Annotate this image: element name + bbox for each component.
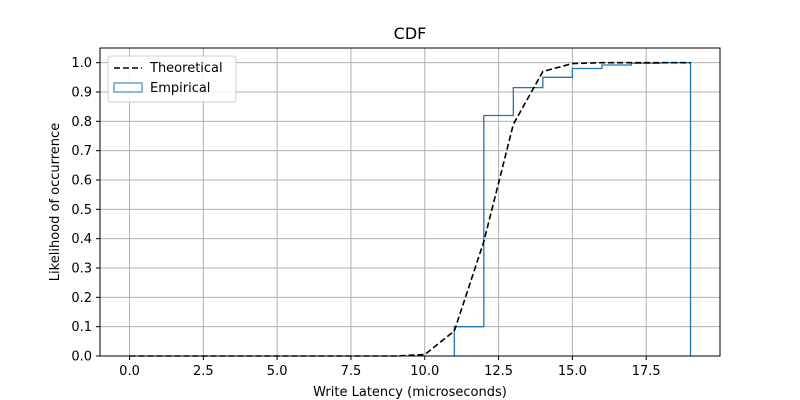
x-tick-label: 12.5	[484, 364, 513, 379]
y-tick-label: 0.4	[71, 232, 92, 247]
plot-frame	[99, 47, 721, 357]
tick-layer: 0.0 2.5 5.0 7.5 10.0 12.5 15.0 17.5 0.0 0.1 0.2 0.3…	[71, 56, 660, 379]
y-tick-label: 0.8	[71, 115, 92, 130]
x-tick-label: 17.5	[632, 364, 661, 379]
legend-empirical-swatch	[113, 82, 143, 93]
y-tick-label: 0.6	[71, 174, 92, 189]
x-tick-label: 7.5	[341, 364, 362, 379]
y-tick-label: 1.0	[71, 56, 92, 71]
y-axis-label: Likelihood of occurrence	[48, 123, 63, 281]
y-tick-label: 0.7	[71, 144, 92, 159]
x-tick-label: 15.0	[558, 364, 587, 379]
x-axis-label: Write Latency (microseconds)	[313, 385, 507, 400]
y-tick-label: 0.5	[71, 203, 92, 218]
y-tick-label: 0.2	[71, 291, 92, 306]
y-tick-label: 0.9	[71, 86, 92, 101]
x-tick-label: 5.0	[267, 364, 288, 379]
legend: Theoretical Empirical	[107, 55, 237, 103]
legend-box	[107, 55, 237, 103]
chart-title: CDF	[394, 24, 427, 43]
empirical-step-line	[453, 62, 692, 356]
y-tick-label: 0.3	[71, 262, 92, 277]
x-tick-label: 10.0	[410, 364, 439, 379]
legend-empirical-label: Empirical	[150, 81, 210, 96]
x-tick-label: 2.5	[193, 364, 214, 379]
y-tick-label: 0.0	[71, 350, 92, 365]
x-tick-label: 0.0	[119, 364, 140, 379]
y-tick-label: 0.1	[71, 320, 92, 335]
legend-theoretical-label: Theoretical	[149, 61, 223, 76]
